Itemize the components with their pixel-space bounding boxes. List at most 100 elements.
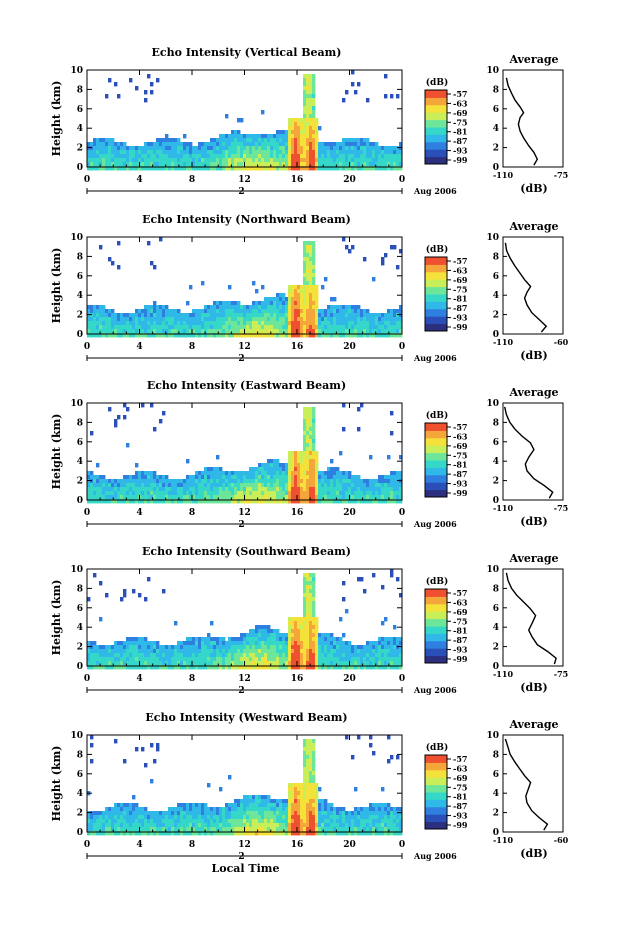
heatmap-cell <box>312 431 316 436</box>
heatmap-cell <box>162 657 166 662</box>
heatmap-cell <box>309 114 313 119</box>
heatmap-cell <box>330 661 334 666</box>
heatmap-cell <box>291 146 295 151</box>
heatmap-cell <box>336 475 340 480</box>
heatmap-cell <box>222 301 226 306</box>
heatmap-cell <box>216 317 220 322</box>
heatmap-cell <box>237 166 241 171</box>
heatmap-cell <box>363 479 367 484</box>
heatmap-cell <box>315 297 319 302</box>
heatmap-cell <box>294 491 298 496</box>
heatmap-cell <box>300 126 304 131</box>
heatmap-cell <box>126 649 130 654</box>
heatmap-cell <box>249 309 253 314</box>
heatmap-cell <box>372 819 376 824</box>
heatmap-cell <box>312 621 316 626</box>
heatmap-cell <box>171 645 175 650</box>
heatmap-cell <box>327 499 331 504</box>
heatmap-cell <box>156 313 160 318</box>
heatmap-cell <box>306 613 310 618</box>
heatmap-cell <box>399 499 403 504</box>
heatmap-cell <box>288 791 292 796</box>
heatmap-cell <box>210 138 214 143</box>
avg-y-tick-label: 8 <box>493 252 499 262</box>
heatmap-cell <box>309 126 313 131</box>
heatmap-cell <box>240 475 244 480</box>
heatmap-cell <box>183 819 187 824</box>
heatmap-cell <box>138 317 142 322</box>
heatmap-cell <box>315 134 319 139</box>
heatmap-cell <box>198 329 202 334</box>
heatmap-cell <box>306 759 310 764</box>
heatmap-cell <box>234 134 238 139</box>
heatmap-cell <box>297 166 301 171</box>
heatmap-cell <box>303 313 307 318</box>
heatmap-cell <box>327 309 331 314</box>
heatmap-cell <box>363 499 367 504</box>
x-tick-label: 0 <box>84 674 90 684</box>
colorbar-tick-label: -93 <box>453 146 468 156</box>
heatmap-cell <box>315 665 319 670</box>
heatmap-cell <box>294 621 298 626</box>
heatmap-cell <box>234 329 238 334</box>
heatmap-cell <box>156 166 160 171</box>
heatmap-cell <box>255 491 259 496</box>
heatmap-cell <box>90 471 94 476</box>
heatmap-cell <box>339 815 343 820</box>
colorbar-tick-label: -93 <box>453 313 468 323</box>
heatmap-cell <box>297 130 301 135</box>
heatmap-cell <box>282 811 286 816</box>
colorbar-swatch <box>425 430 447 439</box>
heatmap-cell <box>369 645 373 650</box>
heatmap-cell <box>138 483 142 488</box>
heatmap-cell <box>87 487 91 492</box>
heatmap-cell <box>294 645 298 650</box>
heatmap-cell <box>258 134 262 139</box>
heatmap-cell <box>195 471 199 476</box>
heatmap-cell <box>246 811 250 816</box>
heatmap-cell <box>225 158 229 163</box>
heatmap-cell <box>303 443 307 448</box>
heatmap-cell <box>300 819 304 824</box>
heatmap-cell <box>369 487 373 492</box>
heatmap-cell <box>264 487 268 492</box>
heatmap-cell <box>369 166 373 171</box>
heatmap-cell <box>246 665 250 670</box>
heatmap-cell <box>324 142 328 147</box>
heatmap-cell <box>114 146 118 151</box>
heatmap-cell <box>237 138 241 143</box>
heatmap-cell <box>195 150 199 155</box>
heatmap-cell <box>213 150 217 155</box>
heatmap-cell <box>237 134 241 139</box>
heatmap-cell <box>357 487 361 492</box>
heatmap-cell <box>243 158 247 163</box>
heatmap-cell <box>225 166 229 171</box>
heatmap-cell <box>276 823 280 828</box>
heatmap-cell <box>378 333 382 338</box>
heatmap-cell <box>393 661 397 666</box>
heatmap-cell <box>105 479 109 484</box>
heatmap-cell <box>150 162 154 167</box>
heatmap-cell <box>147 150 151 155</box>
heatmap-cell <box>219 641 223 646</box>
colorbar-swatch <box>425 257 447 265</box>
heatmap-cell <box>297 162 301 167</box>
heatmap-cell <box>192 823 196 828</box>
heatmap-cell <box>90 645 94 650</box>
heatmap-cell <box>261 317 265 322</box>
heatmap-cell <box>381 479 385 484</box>
heatmap-cell <box>213 649 217 654</box>
heatmap-cell <box>336 309 340 314</box>
heatmap-cell <box>318 475 322 480</box>
heatmap-cell <box>153 329 157 334</box>
heatmap-cell <box>369 158 373 163</box>
heatmap-cell <box>378 815 382 820</box>
heatmap-cell <box>102 313 106 318</box>
heatmap-cell <box>384 641 388 646</box>
heatmap-cell <box>258 625 262 630</box>
heatmap-cell <box>186 154 190 159</box>
heatmap-cell <box>267 459 271 464</box>
heatmap-cell <box>381 787 385 792</box>
heatmap-cell <box>153 142 157 147</box>
heatmap-cell <box>222 321 226 326</box>
